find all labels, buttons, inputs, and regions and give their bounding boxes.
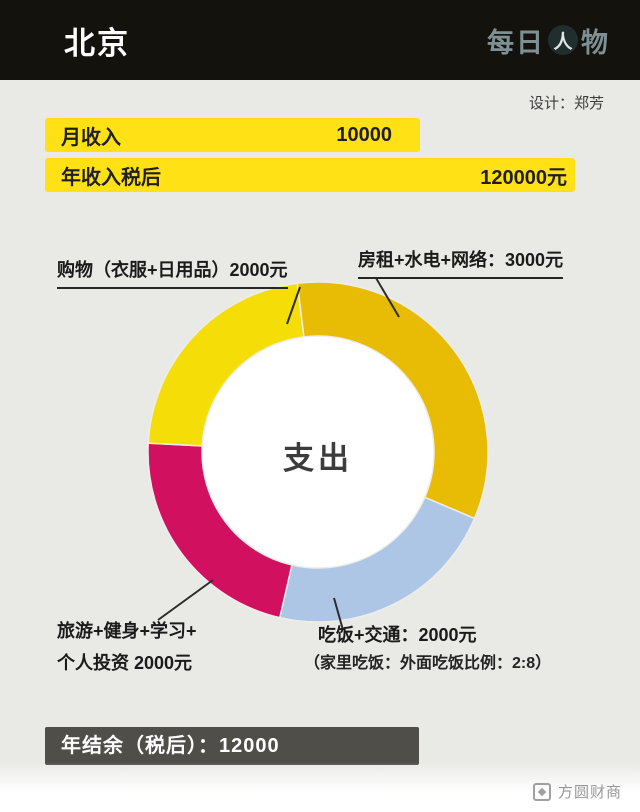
brand-logo: 每日 人 物 xyxy=(487,21,610,60)
fangyuan-logo-icon xyxy=(532,782,551,801)
donut-segments xyxy=(147,281,489,623)
monthly-income-label: 月收入 xyxy=(61,126,121,149)
label-travel-line1: 旅游+健身+学习+ xyxy=(57,621,197,641)
brand-text-right: 物 xyxy=(581,27,610,58)
monthly-income-value: 10000 xyxy=(336,123,392,146)
label-food-line1: 吃饭+交通：2000元 xyxy=(318,625,477,645)
callout-line-food xyxy=(333,597,344,631)
label-food: 吃饭+交通：2000元 （家里吃饭：外面吃饭比例：2:8） xyxy=(304,626,551,672)
callout-lines xyxy=(157,277,400,631)
watermark-text: 方圆财商 xyxy=(557,784,622,801)
donut-hole xyxy=(200,334,436,570)
watermark: 方圆财商 xyxy=(532,781,622,802)
label-travel-line2: 个人投资 2000元 xyxy=(57,652,193,673)
callout-line-travel xyxy=(157,579,214,621)
donut-segment-0 xyxy=(296,281,489,520)
annual-balance-bar: 年结余（税后）：12000 xyxy=(45,727,419,765)
income-bar-annual: 年收入税后 120000元 xyxy=(45,158,575,192)
callout-line-rent xyxy=(375,277,400,318)
brand-person-icon: 人 xyxy=(548,25,578,55)
annual-income-label: 年收入税后 xyxy=(61,166,161,189)
donut-segment-3 xyxy=(147,282,305,447)
income-bar-monthly: 月收入 10000 xyxy=(45,118,420,152)
label-shopping: 购物（衣服+日用品）2000元 xyxy=(57,256,288,289)
header-bar: 北京 每日 人 物 xyxy=(0,0,640,80)
designer-credit: 设计：郑芳 xyxy=(528,95,604,112)
city-title: 北京 xyxy=(64,25,130,61)
label-food-note: （家里吃饭：外面吃饭比例：2:8） xyxy=(304,655,552,672)
label-rent: 房租+水电+网络：3000元 xyxy=(358,246,564,279)
chart-center-label: 支出 xyxy=(283,441,353,476)
bottom-strip: 方圆财商 xyxy=(0,762,640,812)
label-travel: 旅游+健身+学习+ 个人投资 2000元 xyxy=(57,616,197,679)
annual-income-value: 120000元 xyxy=(480,166,567,189)
callout-line-shopping xyxy=(286,286,301,325)
brand-text-left: 每日 xyxy=(487,27,545,58)
